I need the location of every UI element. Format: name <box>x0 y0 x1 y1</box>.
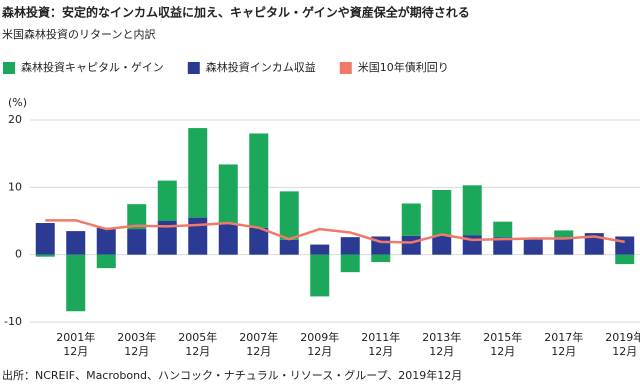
bar <box>279 191 299 240</box>
bar <box>66 231 86 255</box>
bar <box>310 254 330 297</box>
source-note: 出所：NCREIF、Macrobond、ハンコック・ナチュラル・リソース・グルー… <box>2 368 462 382</box>
bar <box>127 229 147 255</box>
y-tick-label: 10 <box>8 180 22 193</box>
bar <box>401 235 421 255</box>
bar <box>401 203 421 236</box>
x-tick-label: 2013年 12月 <box>422 330 461 358</box>
legend-swatch <box>339 62 352 74</box>
x-tick-label: 2017年 12月 <box>544 330 583 358</box>
x-tick-label: 2019年 12月 <box>605 330 640 358</box>
bar <box>35 223 55 255</box>
bar <box>96 227 116 255</box>
bar <box>615 254 635 265</box>
y-tick-label: -10 <box>4 315 22 328</box>
x-tick-label: 2005年 12月 <box>178 330 217 358</box>
legend-label: 米国10年債利回り <box>358 60 449 74</box>
bar <box>493 237 513 255</box>
x-tick-label: 2003年 12月 <box>117 330 156 358</box>
bar <box>127 204 147 230</box>
bar <box>340 237 360 255</box>
bar <box>462 185 482 236</box>
chart-title: 森林投資：安定的なインカム収益に加え、キャピタル・ゲインや資産保全が期待される <box>2 5 470 20</box>
bar <box>157 180 177 221</box>
bar <box>249 133 269 228</box>
bar <box>279 239 299 255</box>
bar <box>218 223 238 255</box>
y-tick-label: 0 <box>15 248 22 261</box>
bar <box>218 164 238 224</box>
x-tick-label: 2001年 12月 <box>56 330 95 358</box>
bar <box>157 221 177 255</box>
x-tick-label: 2007年 12月 <box>239 330 278 358</box>
bar <box>35 254 55 257</box>
bar <box>249 227 269 255</box>
bar <box>340 254 360 273</box>
legend-swatch <box>3 62 15 74</box>
bar <box>554 230 574 238</box>
bar <box>493 221 513 238</box>
legend-label: 森林投資キャピタル・ゲイン <box>21 60 164 74</box>
bar <box>188 128 208 218</box>
chart-subtitle: 米国森林投資のリターンと内訳 <box>2 27 155 41</box>
bar <box>432 190 452 236</box>
bar <box>523 238 543 255</box>
x-tick-label: 2011年 12月 <box>361 330 400 358</box>
bar <box>432 235 452 255</box>
x-tick-label: 2015年 12月 <box>483 330 522 358</box>
y-tick-label: 20 <box>8 113 22 126</box>
line <box>45 219 625 244</box>
bar <box>554 237 574 255</box>
bar <box>66 254 86 312</box>
bar <box>615 236 635 255</box>
x-tick-label: 2009年 12月 <box>300 330 339 358</box>
legend-swatch <box>187 62 200 74</box>
bar <box>310 244 330 255</box>
bar <box>96 254 116 269</box>
y-unit: (%) <box>8 96 27 109</box>
bar <box>371 254 391 263</box>
legend-label: 森林投資インカム収益 <box>206 60 316 74</box>
bar <box>188 217 208 255</box>
